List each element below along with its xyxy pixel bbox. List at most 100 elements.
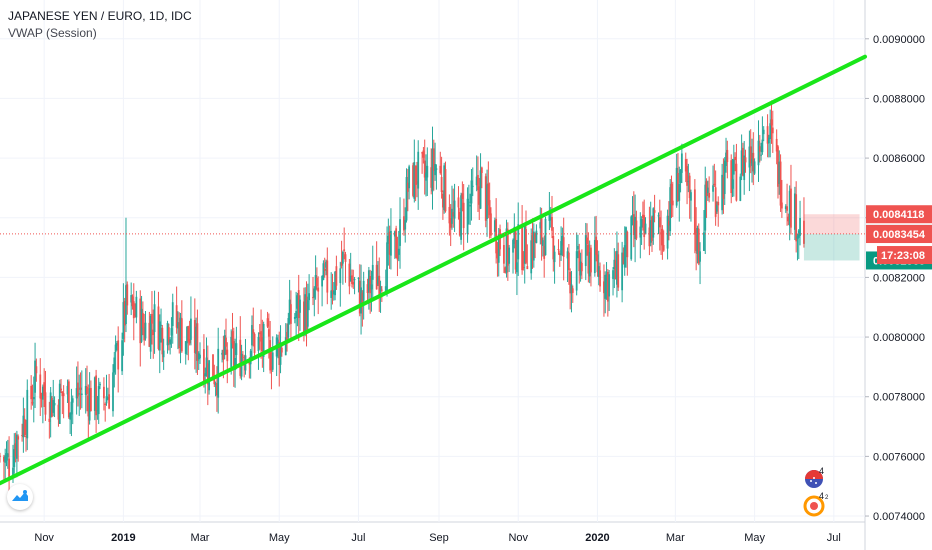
candle-body xyxy=(477,174,479,191)
candle-body xyxy=(12,467,14,479)
candle-body xyxy=(162,350,165,358)
tradingview-logo-icon[interactable] xyxy=(7,484,33,510)
indicator-label[interactable]: VWAP (Session) xyxy=(8,26,97,40)
candle-body xyxy=(726,149,729,163)
candle-body xyxy=(788,190,791,226)
candle-body xyxy=(112,372,114,412)
candle-body xyxy=(479,170,482,209)
candle-body xyxy=(330,290,333,298)
candle-body xyxy=(66,385,69,395)
candle-body xyxy=(193,320,196,353)
candle-body xyxy=(339,268,342,284)
svg-text:4: 4 xyxy=(819,466,824,476)
candle-body xyxy=(771,127,774,134)
candle-body xyxy=(305,296,308,330)
candle-body xyxy=(17,436,20,440)
candle-body xyxy=(416,181,418,184)
candle-body xyxy=(570,284,573,294)
planet-emoji-icon[interactable]: 4 xyxy=(805,466,824,488)
candle-body xyxy=(8,458,10,478)
candle-body xyxy=(113,357,116,373)
candle-body xyxy=(367,270,370,292)
candle-body xyxy=(180,318,183,352)
candle-body xyxy=(105,396,108,404)
candle-body xyxy=(340,262,343,266)
candle-body xyxy=(15,434,18,459)
candle-body xyxy=(403,216,405,231)
candle-body xyxy=(134,313,136,316)
candle-body xyxy=(530,240,533,274)
time-axis[interactable]: Nov 2019 Mar May Jul Sep Nov 2020 Mar May Jul xyxy=(34,532,840,544)
candle-body xyxy=(253,333,256,353)
candle-body xyxy=(293,316,296,319)
time-tick-label: May xyxy=(744,532,765,544)
candle-body xyxy=(412,165,414,196)
candle-body xyxy=(169,339,172,345)
candle-body xyxy=(148,322,151,347)
candle-body xyxy=(480,167,483,173)
candle-body xyxy=(384,286,387,292)
price-badge xyxy=(866,205,932,224)
symbol-title[interactable]: JAPANESE YEN / EURO, 1D, IDC xyxy=(8,9,192,23)
candle-body xyxy=(742,147,744,176)
candle-body xyxy=(235,343,238,356)
candle-body xyxy=(561,235,564,246)
candle-body xyxy=(4,455,7,463)
candle-body xyxy=(225,337,227,347)
candle-body xyxy=(39,374,42,399)
candle-body xyxy=(61,391,64,397)
chart-grid xyxy=(0,0,866,550)
candle-body xyxy=(662,244,665,251)
candle-body xyxy=(230,336,233,368)
svg-text:4: 4 xyxy=(819,491,824,501)
candle-body xyxy=(632,214,635,236)
candle-body xyxy=(734,156,737,161)
candle-body xyxy=(426,165,429,178)
candle-body xyxy=(232,341,235,368)
candle-body xyxy=(595,236,598,255)
candle-body xyxy=(521,224,524,271)
candle-body xyxy=(684,159,687,172)
candle-body xyxy=(634,216,637,240)
candle-body xyxy=(77,382,79,397)
candle-body xyxy=(757,140,760,166)
candle-body xyxy=(35,366,38,374)
candle-body xyxy=(761,139,764,153)
candle-body xyxy=(604,274,607,299)
candle-body xyxy=(96,410,99,412)
candle-body xyxy=(541,240,544,246)
candle-body xyxy=(295,311,298,319)
candle-body xyxy=(567,252,570,271)
candle-body xyxy=(571,288,574,293)
candle-body xyxy=(386,242,388,292)
candle-body xyxy=(467,201,470,203)
candle-body xyxy=(725,152,727,166)
price-badge xyxy=(866,225,932,244)
candle-body xyxy=(175,305,178,328)
emoji-reactions[interactable]: 4 4 2 xyxy=(802,466,832,522)
candle-body xyxy=(514,230,517,270)
candle-body xyxy=(597,266,600,278)
price-axis[interactable]: 0.0074000 0.0076000 0.0078000 0.0080000 0.00… xyxy=(865,34,932,523)
rocket-emoji-icon[interactable]: 4 2 xyxy=(803,491,829,517)
candle-body xyxy=(271,352,274,370)
candle-body xyxy=(658,217,661,228)
candle-body xyxy=(5,453,8,461)
candle-body xyxy=(679,169,682,183)
candle-body xyxy=(158,321,161,351)
candle-body xyxy=(288,299,291,324)
candle-body xyxy=(796,236,799,239)
candle-body xyxy=(593,240,596,274)
price-tick-label: 0.0074000 xyxy=(873,511,925,523)
candle-body xyxy=(548,214,551,221)
candle-body xyxy=(70,401,73,415)
candle-body xyxy=(257,336,260,352)
candle-body xyxy=(60,388,62,391)
candle-body xyxy=(312,296,314,299)
candle-body xyxy=(314,275,317,290)
candle-body xyxy=(596,254,599,273)
candle-body xyxy=(88,388,91,421)
candle-body xyxy=(93,377,96,411)
candle-body xyxy=(325,261,327,268)
